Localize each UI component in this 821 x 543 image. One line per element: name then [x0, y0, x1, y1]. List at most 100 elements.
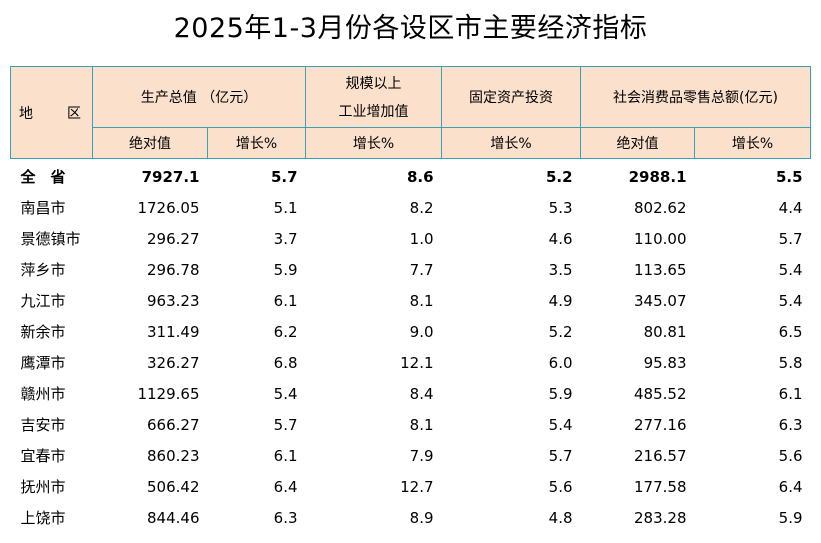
cell-name: 南昌市: [20, 199, 66, 217]
cell-name: 全 省: [20, 168, 66, 186]
header-retail-growth: 增长%: [694, 127, 812, 159]
cell-investment-growth: 5.7: [548, 446, 573, 465]
cell-industry-growth: 12.7: [400, 477, 434, 496]
cell-retail: 345.07: [634, 291, 687, 310]
cell-investment-growth: 5.2: [545, 167, 573, 186]
cell-name: 鹰潭市: [20, 354, 66, 372]
cell-investment-growth: 6.0: [548, 353, 573, 372]
cell-retail: 113.65: [634, 260, 687, 279]
cell-industry-growth: 7.9: [409, 446, 434, 465]
cell-retail: 95.83: [643, 353, 687, 372]
cell-gdp: 326.27: [147, 353, 200, 372]
cell-retail: 80.81: [643, 322, 687, 341]
header-region: 地区: [10, 66, 93, 159]
cell-gdp-growth: 5.7: [273, 415, 298, 434]
cell-retail: 2988.1: [628, 167, 687, 186]
cell-gdp-growth: 5.4: [273, 384, 298, 403]
cell-retail: 216.57: [634, 446, 687, 465]
cell-name: 上饶市: [20, 509, 66, 527]
cell-industry-growth: 8.2: [409, 198, 434, 217]
table-row: 宜春市 860.23 6.1 7.9 5.7 216.57 5.6: [11, 440, 811, 471]
cell-industry-growth: 8.6: [406, 167, 434, 186]
cell-retail: 110.00: [634, 229, 687, 248]
table-row: 新余市 311.49 6.2 9.0 5.2 80.81 6.5: [11, 316, 811, 347]
cell-retail: 283.28: [634, 508, 687, 527]
cell-retail-growth: 6.3: [778, 415, 803, 434]
cell-name: 景德镇市: [20, 230, 81, 248]
header-gdp-growth: 增长%: [206, 127, 307, 159]
table-row: 上饶市 844.46 6.3 8.9 4.8 283.28 5.9: [11, 502, 811, 533]
cell-name: 吉安市: [20, 416, 66, 434]
cell-retail: 177.58: [634, 477, 687, 496]
header-region-char-2: 区: [67, 105, 81, 122]
cell-industry-growth: 8.1: [409, 415, 434, 434]
cell-gdp: 311.49: [147, 322, 200, 341]
cell-name: 九江市: [20, 292, 66, 310]
cell-gdp-growth: 6.4: [273, 477, 298, 496]
cell-retail: 485.52: [634, 384, 687, 403]
header-industry-line2: 工业增加值: [338, 104, 409, 120]
table-row: 抚州市 506.42 6.4 12.7 5.6 177.58 6.4: [11, 471, 811, 502]
cell-gdp: 506.42: [147, 477, 200, 496]
cell-industry-growth: 7.7: [409, 260, 434, 279]
cell-name: 萍乡市: [20, 261, 66, 279]
cell-investment-growth: 5.6: [548, 477, 573, 496]
cell-industry-growth: 9.0: [409, 322, 434, 341]
cell-industry-growth: 1.0: [409, 229, 434, 248]
cell-investment-growth: 3.5: [548, 260, 573, 279]
cell-retail-growth: 5.5: [775, 167, 803, 186]
cell-retail-growth: 5.6: [778, 446, 803, 465]
cell-gdp-growth: 6.2: [273, 322, 298, 341]
cell-retail-growth: 5.4: [778, 260, 803, 279]
cell-retail-growth: 5.8: [778, 353, 803, 372]
table-row: 赣州市 1129.65 5.4 8.4 5.9 485.52 6.1: [11, 378, 811, 409]
cell-retail-growth: 5.7: [778, 229, 803, 248]
cell-gdp-growth: 6.1: [273, 446, 298, 465]
cell-gdp-growth: 6.8: [273, 353, 298, 372]
cell-gdp: 296.78: [147, 260, 200, 279]
cell-industry-growth: 8.1: [409, 291, 434, 310]
table-row: 吉安市 666.27 5.7 8.1 5.4 277.16 6.3: [11, 409, 811, 440]
cell-name: 新余市: [20, 323, 66, 341]
table-row: 萍乡市 296.78 5.9 7.7 3.5 113.65 5.4: [11, 254, 811, 285]
cell-name: 抚州市: [20, 478, 66, 496]
cell-industry-growth: 12.1: [400, 353, 434, 372]
header-industry: 规模以上 工业增加值: [305, 66, 443, 128]
cell-retail-growth: 5.4: [778, 291, 803, 310]
cell-gdp: 1129.65: [137, 384, 200, 403]
cell-investment-growth: 4.6: [548, 229, 573, 248]
header-fixed-investment: 固定资产投资: [441, 66, 582, 128]
cell-retail: 277.16: [634, 415, 687, 434]
header-retail-absolute: 绝对值: [580, 127, 696, 159]
cell-investment-growth: 5.2: [548, 322, 573, 341]
cell-investment-growth: 4.8: [548, 508, 573, 527]
cell-gdp-growth: 3.7: [273, 229, 298, 248]
table-row-total: 全 省 7927.1 5.7 8.6 5.2 2988.1 5.5: [11, 159, 811, 193]
cell-retail-growth: 6.1: [778, 384, 803, 403]
cell-investment-growth: 4.9: [548, 291, 573, 310]
cell-investment-growth: 5.4: [548, 415, 573, 434]
cell-investment-growth: 5.9: [548, 384, 573, 403]
header-investment-growth: 增长%: [441, 127, 582, 159]
cell-gdp-growth: 5.9: [273, 260, 298, 279]
cell-retail-growth: 6.4: [778, 477, 803, 496]
header-gdp: 生产总值 （亿元）: [91, 66, 307, 128]
cell-gdp: 7927.1: [141, 167, 200, 186]
cell-investment-growth: 5.3: [548, 198, 573, 217]
header-retail: 社会消费品零售总额(亿元): [580, 66, 812, 128]
table-row: 鹰潭市 326.27 6.8 12.1 6.0 95.83 5.8: [11, 347, 811, 378]
cell-industry-growth: 8.9: [409, 508, 434, 527]
cell-gdp-growth: 6.1: [273, 291, 298, 310]
cell-gdp: 844.46: [147, 508, 200, 527]
cell-retail-growth: 4.4: [778, 198, 803, 217]
cell-name: 赣州市: [20, 385, 66, 403]
cell-gdp: 1726.05: [137, 198, 200, 217]
cell-name: 宜春市: [20, 447, 66, 465]
cell-gdp-growth: 5.1: [273, 198, 298, 217]
cell-retail: 802.62: [634, 198, 687, 217]
header-industry-line1: 规模以上: [345, 76, 402, 92]
page-title: 2025年1-3月份各设区市主要经济指标: [173, 13, 648, 44]
cell-industry-growth: 8.4: [409, 384, 434, 403]
cell-gdp: 296.27: [147, 229, 200, 248]
cell-gdp-growth: 6.3: [273, 508, 298, 527]
